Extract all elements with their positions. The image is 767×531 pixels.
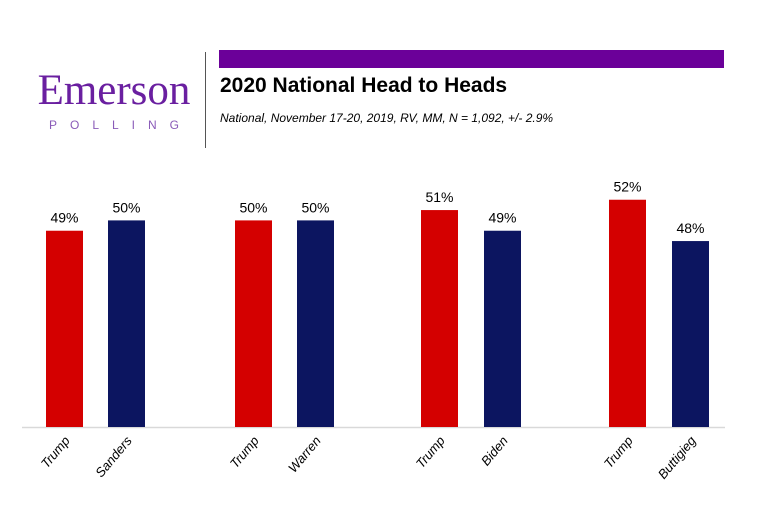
bar-biden <box>484 230 521 427</box>
bar-warren <box>297 220 334 427</box>
bar-trump <box>609 199 646 427</box>
data-label: 49% <box>50 210 78 226</box>
data-label: 51% <box>425 189 453 205</box>
category-label: Trump <box>601 433 636 471</box>
data-label: 48% <box>676 220 704 236</box>
category-label: Buttigieg <box>655 433 700 482</box>
data-label: 50% <box>239 199 267 215</box>
data-label: 50% <box>301 199 329 215</box>
bar-trump <box>421 210 458 427</box>
logo-name: Emerson <box>37 67 191 114</box>
bar-trump <box>235 220 272 427</box>
category-label: Warren <box>285 433 324 475</box>
category-label: Biden <box>478 433 511 468</box>
data-label: 52% <box>613 179 641 195</box>
emerson-polling-logo: Emerson POLLING <box>30 67 198 133</box>
chart-title: 2020 National Head to Heads <box>220 74 508 97</box>
bar-trump <box>46 230 83 427</box>
category-label: Trump <box>38 433 73 471</box>
data-label: 50% <box>112 199 140 215</box>
divider <box>205 52 206 148</box>
category-label: Trump <box>227 433 262 471</box>
bar-sanders <box>108 220 145 427</box>
category-label: Trump <box>413 433 448 471</box>
accent-bar <box>219 50 724 68</box>
logo-sub: POLLING <box>48 118 193 132</box>
category-label: Sanders <box>92 433 135 480</box>
bar-buttigieg <box>672 241 709 427</box>
data-label: 49% <box>488 210 516 226</box>
chart-subtitle: National, November 17-20, 2019, RV, MM, … <box>220 111 554 125</box>
